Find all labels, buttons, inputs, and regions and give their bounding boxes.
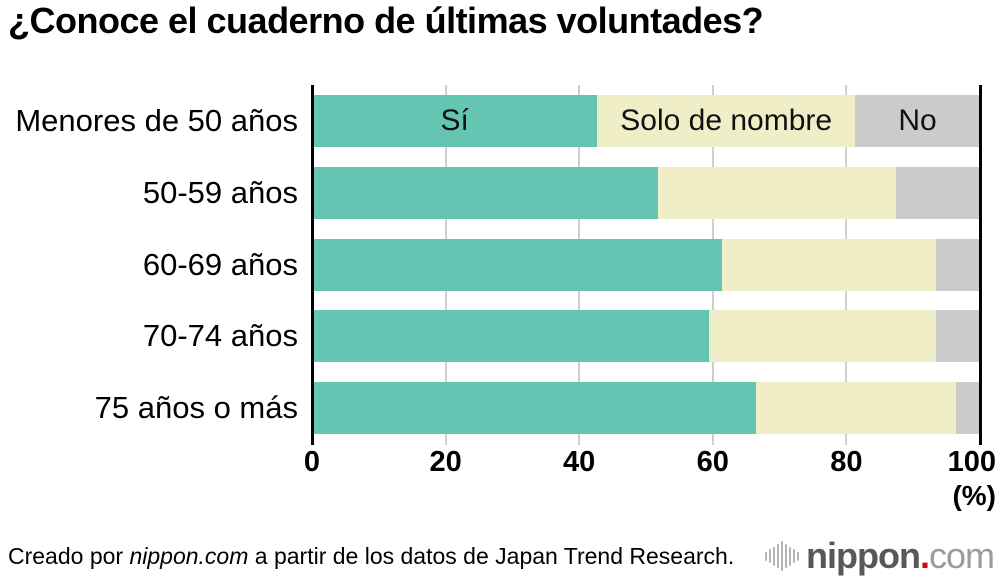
soundwave-bar: [773, 546, 776, 566]
logo-text-main: nippon: [806, 535, 921, 576]
x-tick-label: 100: [947, 446, 996, 478]
logo-red-dot: .: [919, 535, 930, 576]
soundwave-bar: [769, 549, 772, 563]
soundwave-bar: [797, 551, 800, 561]
bar-segment-no: No: [855, 95, 980, 147]
bar-segment-si: [312, 166, 659, 219]
bar-segment-solo-de-nombre: Solo de nombre: [597, 95, 856, 147]
bar-segment-no: [935, 310, 980, 363]
series-inline-label: Solo de nombre: [620, 104, 833, 137]
bar-segment-no: [955, 382, 980, 434]
x-tick-label: 40: [563, 446, 596, 478]
series-inline-label: Sí: [440, 104, 469, 137]
x-tick-label: 80: [830, 446, 863, 478]
credit-text: Creado por nippon.com a partir de los da…: [8, 543, 734, 570]
footer: Creado por nippon.com a partir de los da…: [0, 536, 1000, 576]
axis-line: [978, 85, 982, 445]
soundwave-bar: [789, 546, 792, 566]
bar-segment-solo-de-nombre: [722, 238, 936, 291]
soundwave-bar: [781, 541, 784, 571]
bar-segment-si: [312, 310, 709, 363]
bar-segment-no: [935, 238, 980, 291]
soundwave-bar: [793, 549, 796, 563]
soundwave-bar: [765, 551, 768, 561]
series-inline-label: No: [898, 104, 937, 137]
category-label: 50-59 años: [142, 174, 298, 210]
bar-segment-si: [312, 382, 756, 434]
credit-source: nippon.com: [129, 542, 249, 569]
chart-title: ¿Conoce el cuaderno de últimas voluntade…: [8, 0, 764, 41]
soundwave-icon: [765, 538, 800, 574]
soundwave-bar: [785, 544, 788, 568]
credit-prefix: Creado por: [8, 542, 130, 569]
x-tick-label: 20: [429, 446, 462, 478]
bar-segment-solo-de-nombre: [755, 382, 956, 434]
nippon-logo: nippon.com: [765, 535, 995, 576]
x-tick-label: 60: [696, 446, 729, 478]
bar-segment-si: [312, 238, 723, 291]
logo-text-tld: com: [928, 535, 995, 576]
x-axis-unit-label: (%): [952, 480, 996, 511]
x-tick-label: 0: [303, 446, 321, 478]
soundwave-bar: [777, 544, 780, 568]
bar-segment-solo-de-nombre: [658, 166, 896, 219]
plot-area: Sí Solo de nombre No: [310, 85, 982, 445]
category-label: 70-74 años: [142, 318, 298, 354]
bar-segment-solo-de-nombre: [708, 310, 936, 363]
category-label: 75 años o más: [94, 390, 298, 425]
category-label: Menores de 50 años: [15, 103, 298, 138]
nippon-logo-text: nippon.com: [806, 535, 995, 576]
bar-segment-no: [895, 166, 980, 219]
axis-line: [310, 85, 314, 445]
category-label: 60-69 años: [142, 246, 298, 282]
bar-segment-si: Sí: [312, 95, 598, 147]
credit-suffix: a partir de los datos de Japan Trend Res…: [248, 542, 735, 569]
